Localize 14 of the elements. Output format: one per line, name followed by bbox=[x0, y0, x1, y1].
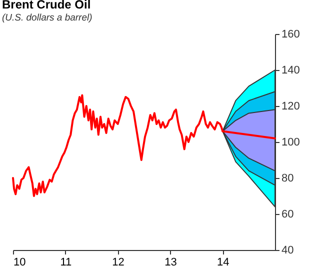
x-tick-label: 10 bbox=[14, 256, 26, 268]
chart-subtitle: (U.S. dollars a barrel) bbox=[2, 12, 92, 24]
x-tick-label: 12 bbox=[112, 256, 124, 268]
x-tick-label: 11 bbox=[60, 256, 72, 268]
y-tick-label: 60 bbox=[282, 208, 294, 220]
y-tick-label: 140 bbox=[282, 64, 300, 76]
y-tick-label: 100 bbox=[282, 136, 300, 148]
y-tick-label: 40 bbox=[282, 244, 294, 256]
y-tick-label: 160 bbox=[282, 28, 300, 40]
x-tick-label: 13 bbox=[164, 256, 177, 268]
chart-title: Brent Crude Oil bbox=[2, 0, 91, 12]
y-tick-label: 80 bbox=[282, 172, 294, 184]
x-tick-label: 14 bbox=[216, 256, 230, 268]
y-tick-label: 120 bbox=[282, 100, 300, 112]
